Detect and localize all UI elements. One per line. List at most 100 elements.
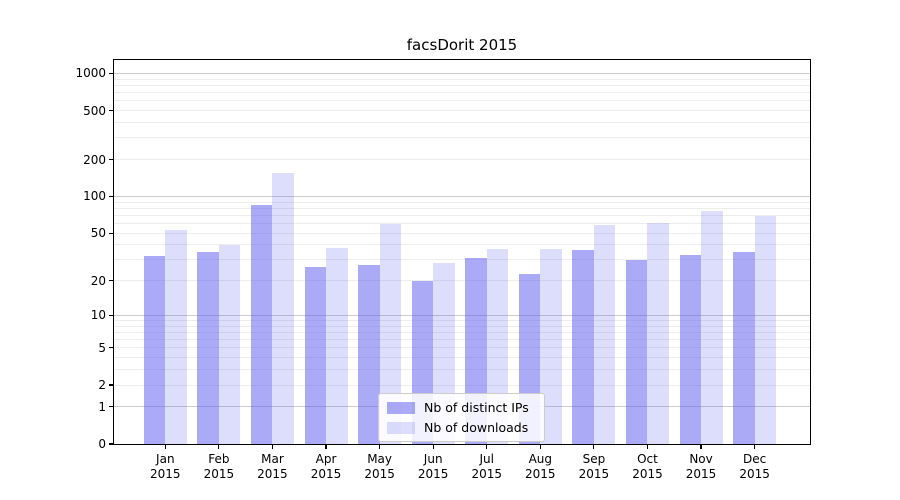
minor-gridline-400 (114, 122, 810, 123)
bar-nb-of-distinct-ips-oct (625, 259, 648, 444)
y-tick-label-500: 500 (83, 103, 106, 118)
y-tick-1000 (109, 72, 113, 75)
x-tick-label-feb: Feb 2015 (203, 452, 235, 481)
x-tick-label-jun: Jun 2015 (417, 452, 449, 481)
y-tick-label-200: 200 (83, 152, 106, 167)
y-tick-0 (109, 443, 113, 445)
x-tick-may (379, 445, 381, 449)
y-tick-10 (109, 314, 113, 316)
bar-nb-of-downloads-jan (165, 230, 187, 444)
minor-gridline-5 (114, 347, 810, 349)
bar-nb-of-distinct-ips-may (358, 265, 380, 444)
x-tick-nov (700, 445, 702, 449)
y-tick-label-0: 0 (98, 437, 106, 451)
x-tick-apr (325, 445, 327, 449)
x-tick-jan (164, 445, 166, 449)
y-tick-label-5: 5 (98, 340, 106, 355)
minor-gridline-90 (114, 201, 810, 203)
bar-nb-of-downloads-feb (218, 244, 241, 444)
x-tick-label-apr: Apr 2015 (310, 452, 342, 481)
y-tick-label-10: 10 (90, 308, 106, 323)
x-tick-label-dec: Dec 2015 (739, 452, 770, 481)
bar-nb-of-downloads-nov (701, 211, 723, 444)
minor-gridline-3 (114, 369, 810, 371)
bar-nb-of-distinct-ips-mar (250, 205, 273, 444)
bar-nb-of-distinct-ips-feb (197, 251, 219, 444)
bar-nb-of-downloads-sep (593, 225, 616, 444)
chart-title: facsDorit 2015 (406, 36, 518, 54)
y-tick-50 (109, 232, 113, 234)
major-gridline-1000 (114, 72, 810, 74)
minor-gridline-80 (114, 207, 810, 209)
y-tick-20 (109, 280, 113, 282)
legend-label: Nb of downloads (424, 420, 529, 435)
y-tick-2 (109, 384, 113, 386)
minor-gridline-7 (114, 331, 810, 333)
minor-gridline-600 (114, 100, 810, 102)
bar-nb-of-distinct-ips-nov (679, 254, 702, 444)
minor-gridline-900 (114, 78, 810, 80)
x-tick-label-oct: Oct 2015 (632, 452, 663, 481)
y-tick-1 (109, 406, 113, 408)
y-tick-label-2: 2 (98, 378, 106, 393)
major-gridline-100 (114, 195, 810, 197)
legend-label: Nb of distinct IPs (424, 400, 529, 415)
bar-nb-of-distinct-ips-sep (572, 250, 594, 444)
y-tick-5 (109, 347, 113, 349)
minor-gridline-60 (114, 223, 810, 224)
bar-nb-of-downloads-may (379, 224, 402, 444)
minor-gridline-700 (114, 92, 810, 94)
x-tick-jun (432, 445, 434, 449)
minor-gridline-300 (114, 137, 810, 139)
bar-nb-of-distinct-ips-apr (304, 267, 327, 444)
x-tick-label-aug: Aug 2015 (525, 452, 556, 481)
legend-item-nb-of-distinct-ips: Nb of distinct IPs (387, 400, 536, 415)
y-tick-200 (109, 158, 113, 161)
minor-gridline-40 (114, 244, 810, 246)
x-tick-label-jan: Jan 2015 (150, 452, 181, 481)
x-tick-label-jul: Jul 2015 (471, 452, 503, 481)
y-tick-500 (109, 109, 113, 112)
minor-gridline-200 (114, 159, 810, 161)
minor-gridline-2 (114, 384, 810, 386)
legend-swatch-nb-of-distinct-ips (387, 401, 415, 414)
bar-nb-of-downloads-aug (540, 248, 562, 444)
minor-gridline-6 (114, 339, 810, 341)
minor-gridline-20 (114, 280, 810, 282)
bar-nb-of-distinct-ips-dec (733, 251, 755, 444)
y-tick-label-100: 100 (83, 189, 106, 204)
legend: Nb of distinct IPs Nb of downloads (378, 393, 545, 442)
bar-nb-of-downloads-mar (272, 173, 294, 444)
bar-nb-of-distinct-ips-jan (143, 256, 166, 444)
legend-swatch-nb-of-downloads (387, 421, 415, 434)
bar-nb-of-downloads-oct (647, 222, 669, 444)
minor-gridline-4 (114, 357, 810, 359)
x-tick-aug (539, 445, 541, 449)
bar-nb-of-downloads-dec (754, 216, 777, 444)
x-tick-sep (593, 445, 595, 449)
minor-gridline-8 (114, 325, 810, 327)
x-tick-label-mar: Mar 2015 (257, 452, 288, 481)
y-tick-label-20: 20 (90, 273, 106, 288)
x-tick-label-nov: Nov 2015 (685, 452, 717, 481)
y-tick-label-50: 50 (90, 226, 106, 241)
y-tick-label-1000: 1000 (75, 66, 106, 81)
x-tick-label-may: May 2015 (364, 452, 395, 481)
x-tick-feb (218, 445, 220, 449)
minor-gridline-9 (114, 320, 810, 321)
minor-gridline-500 (114, 110, 810, 112)
x-tick-oct (646, 445, 649, 449)
major-gridline-10 (114, 314, 810, 316)
y-tick-100 (109, 195, 113, 198)
minor-gridline-50 (114, 232, 810, 234)
bar-nb-of-downloads-apr (326, 247, 348, 444)
x-tick-dec (754, 445, 756, 449)
minor-gridline-800 (114, 84, 810, 86)
legend-item-nb-of-downloads: Nb of downloads (387, 420, 536, 435)
x-tick-jul (486, 445, 488, 449)
minor-gridline-70 (114, 214, 810, 216)
x-tick-label-sep: Sep 2015 (578, 452, 610, 481)
x-tick-mar (271, 445, 274, 449)
y-tick-label-1: 1 (98, 399, 106, 414)
